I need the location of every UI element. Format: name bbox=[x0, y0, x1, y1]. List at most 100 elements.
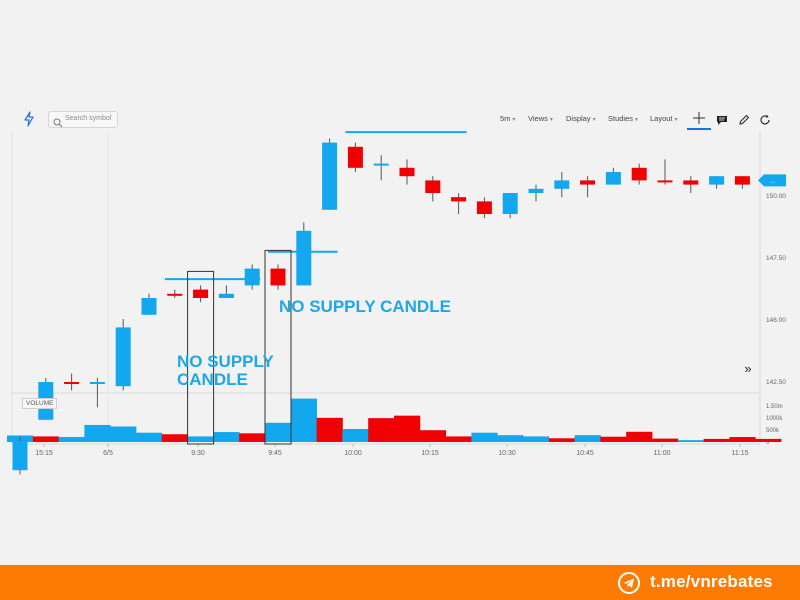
candle-body bbox=[502, 193, 518, 214]
crosshair-icon bbox=[692, 111, 706, 130]
volume-bar bbox=[213, 432, 240, 442]
refresh-icon[interactable] bbox=[759, 113, 771, 131]
interval-label: 5m bbox=[500, 114, 511, 123]
volume-bar bbox=[548, 438, 575, 442]
volume-bar bbox=[187, 436, 214, 442]
volume-bar bbox=[497, 435, 524, 442]
candle-body bbox=[425, 180, 441, 193]
views-label: Views bbox=[528, 114, 548, 123]
x-tick-label: 9:30 bbox=[191, 450, 205, 457]
x-tick-label: 10:45 bbox=[576, 450, 594, 457]
candle-body bbox=[322, 142, 338, 210]
volume-bar bbox=[110, 426, 137, 442]
volume-bar bbox=[626, 431, 653, 442]
highlight-box bbox=[264, 249, 292, 445]
candle-body bbox=[399, 167, 415, 177]
studies-dropdown[interactable]: Studies ▾ bbox=[608, 114, 638, 123]
volume-bar bbox=[161, 434, 188, 442]
candle-body bbox=[554, 180, 570, 189]
volume-bar bbox=[677, 440, 704, 442]
candle-body bbox=[476, 201, 492, 214]
volume-bar bbox=[342, 428, 369, 442]
candle-body bbox=[115, 327, 131, 387]
candle-body bbox=[64, 382, 80, 384]
candle-body bbox=[709, 176, 725, 185]
volume-tick-label: 1.50m bbox=[766, 404, 783, 410]
comment-icon[interactable] bbox=[716, 113, 728, 131]
candle-body bbox=[734, 176, 750, 185]
volume-bar bbox=[574, 435, 601, 442]
volume-tick-label: 0 bbox=[766, 440, 770, 446]
volume-bar bbox=[729, 437, 756, 442]
volume-tick-label: 500k bbox=[766, 428, 780, 434]
chevron-down-icon: ▾ bbox=[549, 117, 553, 123]
x-tick-label: 10:30 bbox=[498, 450, 516, 457]
search-icon bbox=[53, 115, 63, 133]
volume-bar bbox=[290, 398, 317, 442]
x-tick-label: 10:00 bbox=[344, 450, 362, 457]
chevron-down-icon: ▾ bbox=[512, 117, 516, 123]
volume-bar bbox=[471, 432, 498, 442]
telegram-link[interactable]: t.me/vnrebates bbox=[650, 572, 773, 591]
x-tick-label: 9:45 bbox=[268, 450, 282, 457]
display-dropdown[interactable]: Display ▾ bbox=[566, 114, 596, 123]
candle-body bbox=[244, 268, 260, 286]
y-tick-label: 142.50 bbox=[766, 379, 786, 386]
highlight-box bbox=[187, 270, 215, 445]
volume-bar bbox=[445, 436, 472, 442]
candle-body bbox=[451, 197, 467, 202]
volume-tick-label: 1000k bbox=[766, 416, 783, 422]
double-chevron-right-icon[interactable]: » bbox=[744, 361, 752, 376]
volume-bar bbox=[136, 432, 163, 442]
chevron-down-icon: ▾ bbox=[635, 117, 639, 123]
chevron-down-icon: ▾ bbox=[592, 117, 596, 123]
chart-toolbar: Search symbol 5m ▾ Views ▾ Display ▾ Studie… bbox=[0, 108, 800, 132]
volume-bar bbox=[58, 437, 85, 442]
volume-bar bbox=[84, 424, 111, 442]
x-tick-label: 11:15 bbox=[732, 450, 749, 457]
telegram-icon bbox=[618, 572, 640, 594]
candle-body bbox=[218, 293, 234, 298]
volume-bar bbox=[368, 418, 395, 442]
volume-bar bbox=[600, 436, 627, 442]
candle-body bbox=[270, 268, 286, 286]
candle-body bbox=[631, 167, 647, 181]
volume-bar bbox=[32, 436, 59, 442]
x-tick-label: 15:15 bbox=[35, 450, 53, 457]
layout-label: Layout bbox=[650, 114, 673, 123]
crosshair-button[interactable] bbox=[687, 108, 711, 130]
views-dropdown[interactable]: Views ▾ bbox=[528, 114, 553, 123]
interval-dropdown[interactable]: 5m ▾ bbox=[500, 114, 515, 123]
y-tick-label: 147.50 bbox=[766, 255, 786, 262]
candle-body bbox=[683, 180, 699, 185]
volume-bar bbox=[652, 438, 679, 442]
search-input[interactable]: Search symbol bbox=[48, 111, 118, 128]
candle-body bbox=[12, 440, 28, 471]
display-label: Display bbox=[566, 114, 591, 123]
volume-bar bbox=[755, 438, 782, 442]
y-tick-label: 146.00 bbox=[766, 317, 786, 324]
last-price-label: ... bbox=[770, 178, 775, 184]
search-placeholder: Search symbol bbox=[65, 115, 112, 122]
candle-body bbox=[193, 289, 209, 298]
layout-dropdown[interactable]: Layout ▾ bbox=[650, 114, 678, 123]
footer-banner: t.me/vnrebates bbox=[0, 565, 800, 600]
x-tick-label: 11:00 bbox=[654, 450, 671, 457]
volume-bar bbox=[394, 415, 421, 442]
x-tick-label: 6/5 bbox=[103, 450, 113, 457]
volume-pane-label: VOLUME bbox=[22, 398, 58, 409]
lightning-icon[interactable] bbox=[22, 111, 36, 132]
no-supply-annotation-1: NO SUPPLY CANDLE bbox=[177, 353, 274, 389]
candle-body bbox=[167, 293, 183, 296]
volume-bar bbox=[316, 417, 343, 442]
candle-body bbox=[89, 382, 105, 384]
annotation-text-1: NO SUPPLY CANDLE bbox=[177, 352, 274, 389]
volume-bar bbox=[239, 433, 266, 442]
candle-body bbox=[296, 230, 312, 286]
candle-body bbox=[657, 180, 673, 183]
candle-body bbox=[528, 188, 544, 193]
pencil-icon[interactable] bbox=[738, 113, 750, 131]
candle-body bbox=[373, 163, 389, 166]
no-supply-annotation-2: NO SUPPLY CANDLE bbox=[279, 297, 451, 316]
